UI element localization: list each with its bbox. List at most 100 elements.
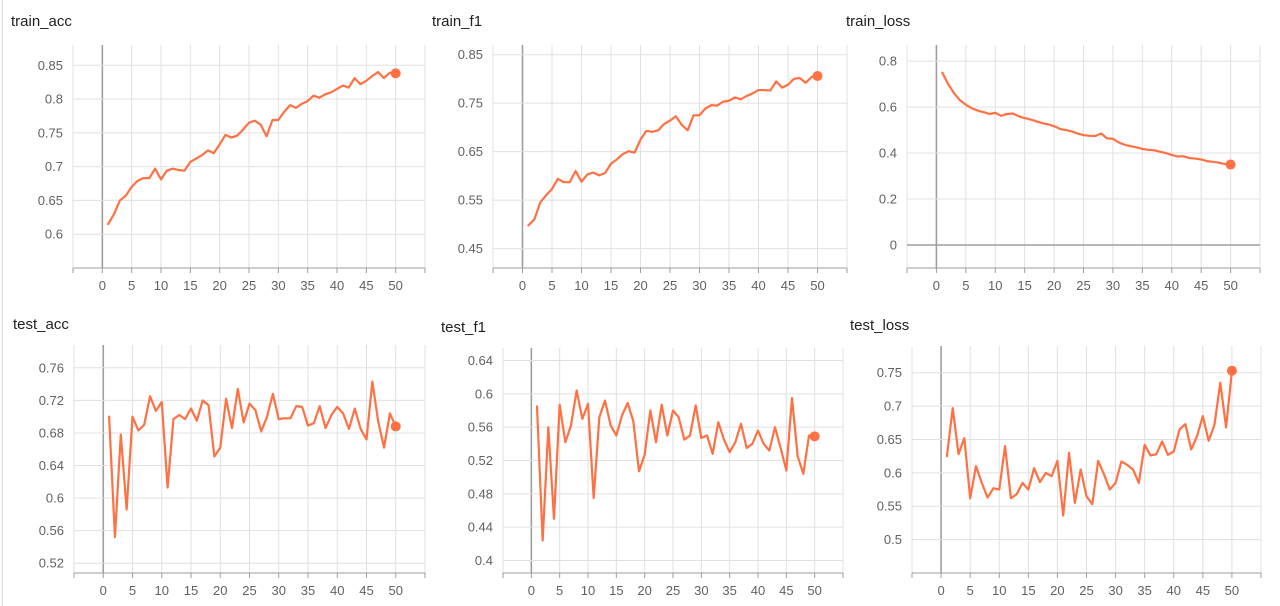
x-tick-label: 45	[1196, 583, 1210, 598]
x-tick-label: 20	[633, 278, 647, 293]
y-tick-label: 0.64	[468, 353, 493, 368]
last-point-marker[interactable]	[812, 71, 823, 82]
chart-title: test_acc	[13, 316, 69, 333]
x-tick-label: 10	[988, 278, 1002, 293]
chart-panel-test-acc: test_acc 0 5 10 15 20 25 30 35 40 45 50 0.52 0.56 0.6…	[0, 303, 430, 606]
y-tick-label: 0.8	[45, 92, 63, 107]
y-tick-label: 0.4	[879, 146, 897, 161]
y-tick-label: 0.52	[39, 556, 64, 571]
x-tick-label: 5	[556, 583, 563, 598]
x-tick-label: 35	[722, 583, 736, 598]
y-tick-label: 0.85	[458, 47, 483, 62]
panel-divider	[2, 0, 3, 606]
x-tick-label: 30	[271, 278, 285, 293]
x-tick-label: 15	[609, 583, 623, 598]
y-tick-label: 0.76	[39, 360, 64, 375]
chart-svg: 0 5 10 15 20 25 30 35 40 45 50 0.6 0.65 0.7 0.75 0.8 0.8…	[38, 45, 426, 293]
x-tick-label: 50	[388, 278, 402, 293]
x-tick-label: 40	[1165, 278, 1179, 293]
x-tick-label: 25	[1076, 278, 1090, 293]
x-tick-label: 35	[1135, 278, 1149, 293]
chart-svg: 0 5 10 15 20 25 30 35 40 45 50 0.52 0.56 0.6 0.64 0.68 0…	[39, 345, 426, 598]
x-tick-label: 50	[810, 278, 824, 293]
y-tick-label: 0.65	[877, 432, 902, 447]
y-tick-label: 0.7	[884, 399, 902, 414]
chart-svg: 0 5 10 15 20 25 30 35 40 45 50 0 0.2 0.4 0.6 0.8	[879, 45, 1261, 293]
x-tick-label: 5	[548, 278, 555, 293]
chart-svg: 0 5 10 15 20 25 30 35 40 45 50 0.4 0.44 0.48 0.52 0.56 0…	[468, 348, 844, 598]
y-tick-label: 0.72	[39, 393, 64, 408]
x-tick-label: 40	[751, 278, 765, 293]
y-tick-label: 0.56	[468, 420, 493, 435]
y-tick-label: 0.5	[884, 532, 902, 547]
y-tick-label: 0.6	[475, 386, 493, 401]
x-tick-label: 25	[666, 583, 680, 598]
x-tick-label: 50	[807, 583, 821, 598]
y-tick-label: 0.68	[39, 425, 64, 440]
chart-panel-train-f1: train_f1 0 5 10 15 20 25 30 35 40 45 50 0.45 0.55 0.6…	[430, 0, 850, 300]
x-tick-label: 5	[962, 278, 969, 293]
y-tick-label: 0.2	[879, 192, 897, 207]
chart-title: train_acc	[11, 13, 72, 30]
y-tick-label: 0.65	[38, 193, 63, 208]
y-tick-label: 0.85	[38, 58, 63, 73]
x-tick-label: 0	[519, 278, 526, 293]
y-tick-label: 0	[890, 238, 897, 253]
x-tick-label: 35	[300, 278, 314, 293]
chart-panel-train-acc: train_acc 0 5 10 15 20 25 30 35 40 45 50 0.6 0.65 0.7…	[0, 0, 430, 300]
x-tick-label: 0	[528, 583, 535, 598]
y-tick-label: 0.6	[879, 100, 897, 115]
x-tick-label: 50	[1225, 583, 1239, 598]
x-tick-label: 25	[242, 278, 256, 293]
chart-panel-train-loss: train_loss 0 5 10 15 20 25 30 35 40 45 50 0 0.2 0.4 0.…	[846, 0, 1270, 300]
y-tick-label: 0.75	[877, 365, 902, 380]
chart-panel-test-f1: test_f1 0 5 10 15 20 25 30 35 40 45 50 0.4 0.44 0.48 0…	[430, 303, 850, 606]
y-tick-label: 0.55	[458, 193, 483, 208]
x-tick-label: 25	[663, 278, 677, 293]
x-tick-label: 0	[933, 278, 940, 293]
x-tick-label: 45	[779, 583, 793, 598]
x-tick-label: 50	[389, 583, 403, 598]
x-tick-label: 5	[129, 583, 136, 598]
last-point-marker[interactable]	[1226, 365, 1237, 376]
y-tick-label: 0.6	[46, 491, 64, 506]
series-line	[941, 71, 1232, 166]
y-tick-label: 0.65	[458, 144, 483, 159]
x-tick-label: 40	[751, 583, 765, 598]
x-tick-label: 40	[330, 583, 344, 598]
x-tick-label: 15	[184, 583, 198, 598]
x-tick-label: 45	[359, 278, 373, 293]
x-tick-label: 35	[722, 278, 736, 293]
x-tick-label: 15	[604, 278, 618, 293]
x-tick-label: 15	[183, 278, 197, 293]
x-tick-label: 10	[574, 278, 588, 293]
y-tick-label: 0.56	[39, 523, 64, 538]
last-point-marker[interactable]	[390, 421, 401, 432]
chart-title: train_f1	[432, 13, 483, 30]
y-tick-label: 0.6	[884, 465, 902, 480]
x-tick-label: 45	[1194, 278, 1208, 293]
y-tick-label: 0.55	[877, 499, 902, 514]
y-tick-label: 0.8	[879, 54, 897, 69]
x-tick-label: 10	[154, 278, 168, 293]
x-tick-label: 20	[212, 278, 226, 293]
x-tick-label: 50	[1223, 278, 1237, 293]
x-tick-label: 20	[637, 583, 651, 598]
last-point-marker[interactable]	[809, 431, 820, 442]
series-line	[535, 389, 816, 542]
x-tick-label: 5	[128, 278, 135, 293]
series-line	[107, 70, 397, 226]
x-tick-label: 40	[1167, 583, 1181, 598]
x-tick-label: 35	[301, 583, 315, 598]
x-tick-label: 15	[1017, 278, 1031, 293]
x-tick-label: 30	[1108, 583, 1122, 598]
x-tick-label: 0	[99, 278, 106, 293]
y-tick-label: 0.7	[45, 159, 63, 174]
last-point-marker[interactable]	[390, 68, 401, 79]
last-point-marker[interactable]	[1225, 159, 1236, 170]
x-tick-label: 0	[100, 583, 107, 598]
y-tick-label: 0.48	[468, 486, 493, 501]
y-tick-label: 0.75	[458, 96, 483, 111]
x-tick-label: 10	[992, 583, 1006, 598]
x-tick-label: 30	[694, 583, 708, 598]
